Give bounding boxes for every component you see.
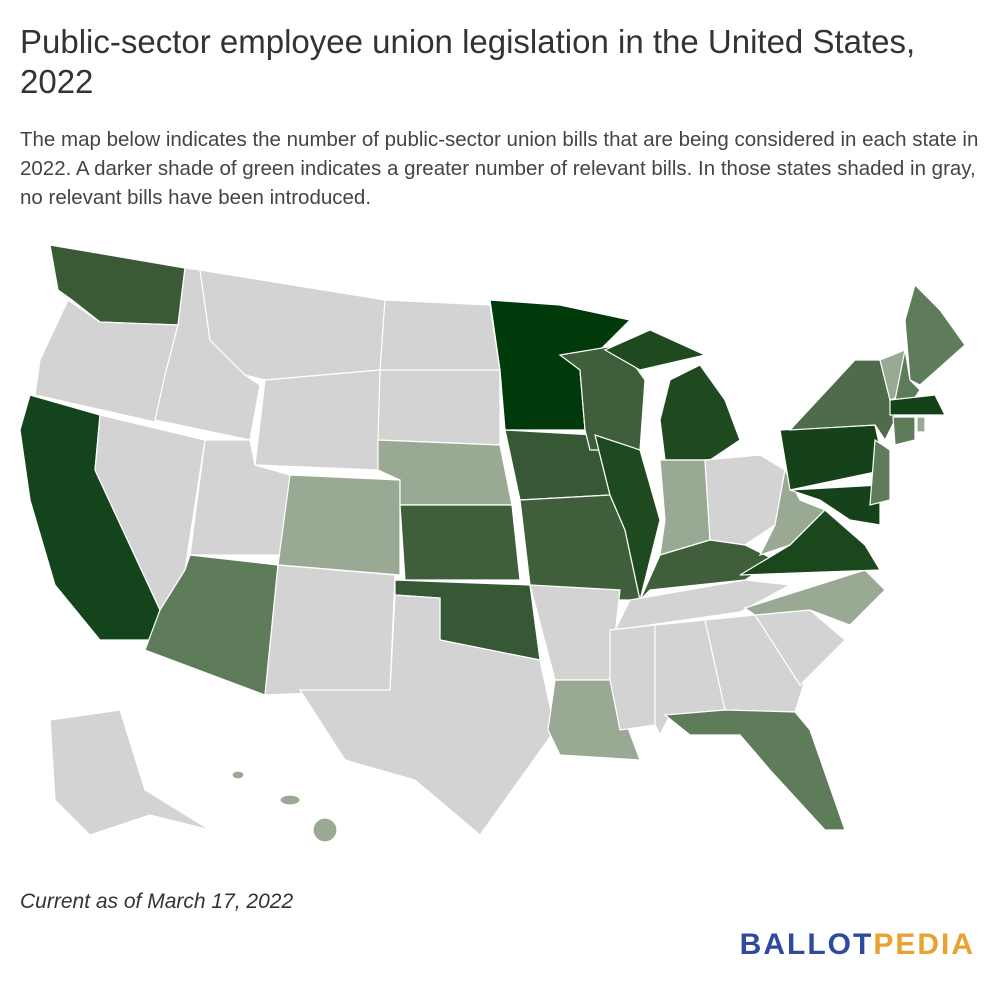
state	[49, 709, 211, 836]
state	[609, 624, 656, 731]
states	[19, 244, 966, 843]
state	[231, 770, 245, 780]
state	[613, 579, 792, 631]
state	[312, 817, 338, 843]
state	[639, 539, 777, 601]
state	[789, 484, 881, 526]
state	[399, 504, 521, 581]
logo-part: PEDIA	[873, 928, 975, 961]
state	[264, 564, 396, 696]
state	[659, 459, 711, 556]
logo-part: BALLOT	[739, 928, 874, 961]
state	[298, 594, 556, 836]
state	[377, 369, 501, 446]
state	[603, 329, 707, 371]
state	[904, 283, 966, 386]
logo: BALLOTPEDIA	[740, 928, 975, 962]
us-map	[19, 244, 966, 843]
state	[916, 416, 926, 433]
state	[889, 394, 946, 416]
state	[254, 369, 381, 471]
state	[379, 299, 501, 371]
state	[659, 364, 741, 461]
state	[529, 584, 621, 681]
state	[892, 416, 916, 446]
footnote: Current as of March 17, 2022	[20, 890, 294, 913]
state	[704, 614, 806, 713]
description: The map below indicates the number of pu…	[20, 128, 979, 209]
state	[739, 509, 882, 576]
state	[277, 474, 401, 576]
title: Public-sector employee union legislation…	[20, 23, 916, 100]
state	[663, 709, 846, 831]
state	[869, 438, 891, 506]
state	[279, 794, 301, 806]
state	[779, 424, 886, 491]
